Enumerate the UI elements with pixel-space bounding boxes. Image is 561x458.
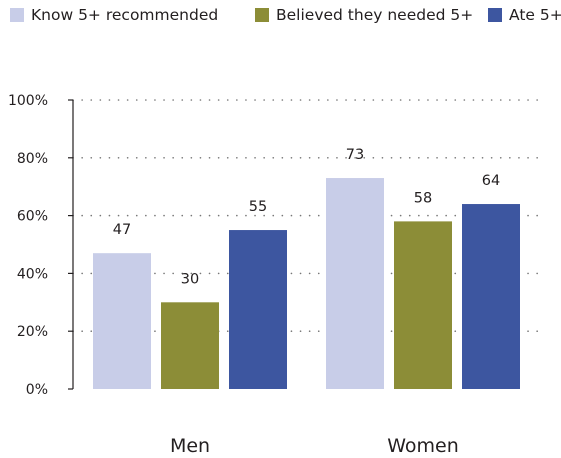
legend-label-know-5-recommended: Know 5+ recommended: [31, 6, 219, 24]
data-label-women-believed-they-needed-5: 58: [414, 190, 432, 206]
bar-women-believed-they-needed-5: [394, 221, 452, 389]
bar-women-ate-5: [462, 204, 520, 389]
y-tick-label-0: 0%: [26, 382, 48, 398]
y-tick-label-80: 80%: [17, 151, 48, 167]
legend-swatch-ate-5: [488, 8, 502, 22]
data-label-men-believed-they-needed-5: 30: [181, 271, 199, 287]
bar-men-ate-5: [229, 230, 287, 389]
bar-men-know-5-recommended: [93, 253, 151, 389]
bars: [93, 178, 520, 389]
gridlines: [72, 99, 546, 333]
legend-item-ate-5: Ate 5+: [488, 6, 561, 24]
axes: [68, 99, 74, 390]
data-label-men-know-5-recommended: 47: [113, 222, 131, 238]
labels: 47 30 55 Men 73 58 64 Women 0% 20% 40% 60% 80% 100%: [8, 93, 500, 457]
y-tick-label-20: 20%: [17, 324, 48, 340]
legend: Know 5+ recommended Believed they needed…: [10, 6, 561, 28]
category-label-men: Men: [170, 435, 210, 457]
data-label-men-ate-5: 55: [249, 199, 267, 215]
legend-label-believed-needed-5: Believed they needed 5+: [276, 6, 474, 24]
legend-item-know-5-recommended: Know 5+ recommended: [10, 6, 218, 24]
y-tick-label-100: 100%: [8, 93, 48, 109]
y-tick-label-60: 60%: [17, 209, 48, 225]
bar-men-believed-they-needed-5: [161, 302, 219, 389]
legend-item-believed-needed-5: Believed they needed 5+: [255, 6, 473, 24]
category-label-women: Women: [387, 435, 459, 457]
legend-label-ate-5: Ate 5+: [509, 6, 561, 24]
bar-women-know-5-recommended: [326, 178, 384, 389]
data-label-women-ate-5: 64: [482, 173, 500, 189]
legend-swatch-know-5-recommended: [10, 8, 24, 22]
data-label-women-know-5-recommended: 73: [346, 147, 364, 163]
legend-swatch-believed-needed-5: [255, 8, 269, 22]
y-tick-label-40: 40%: [17, 266, 48, 282]
